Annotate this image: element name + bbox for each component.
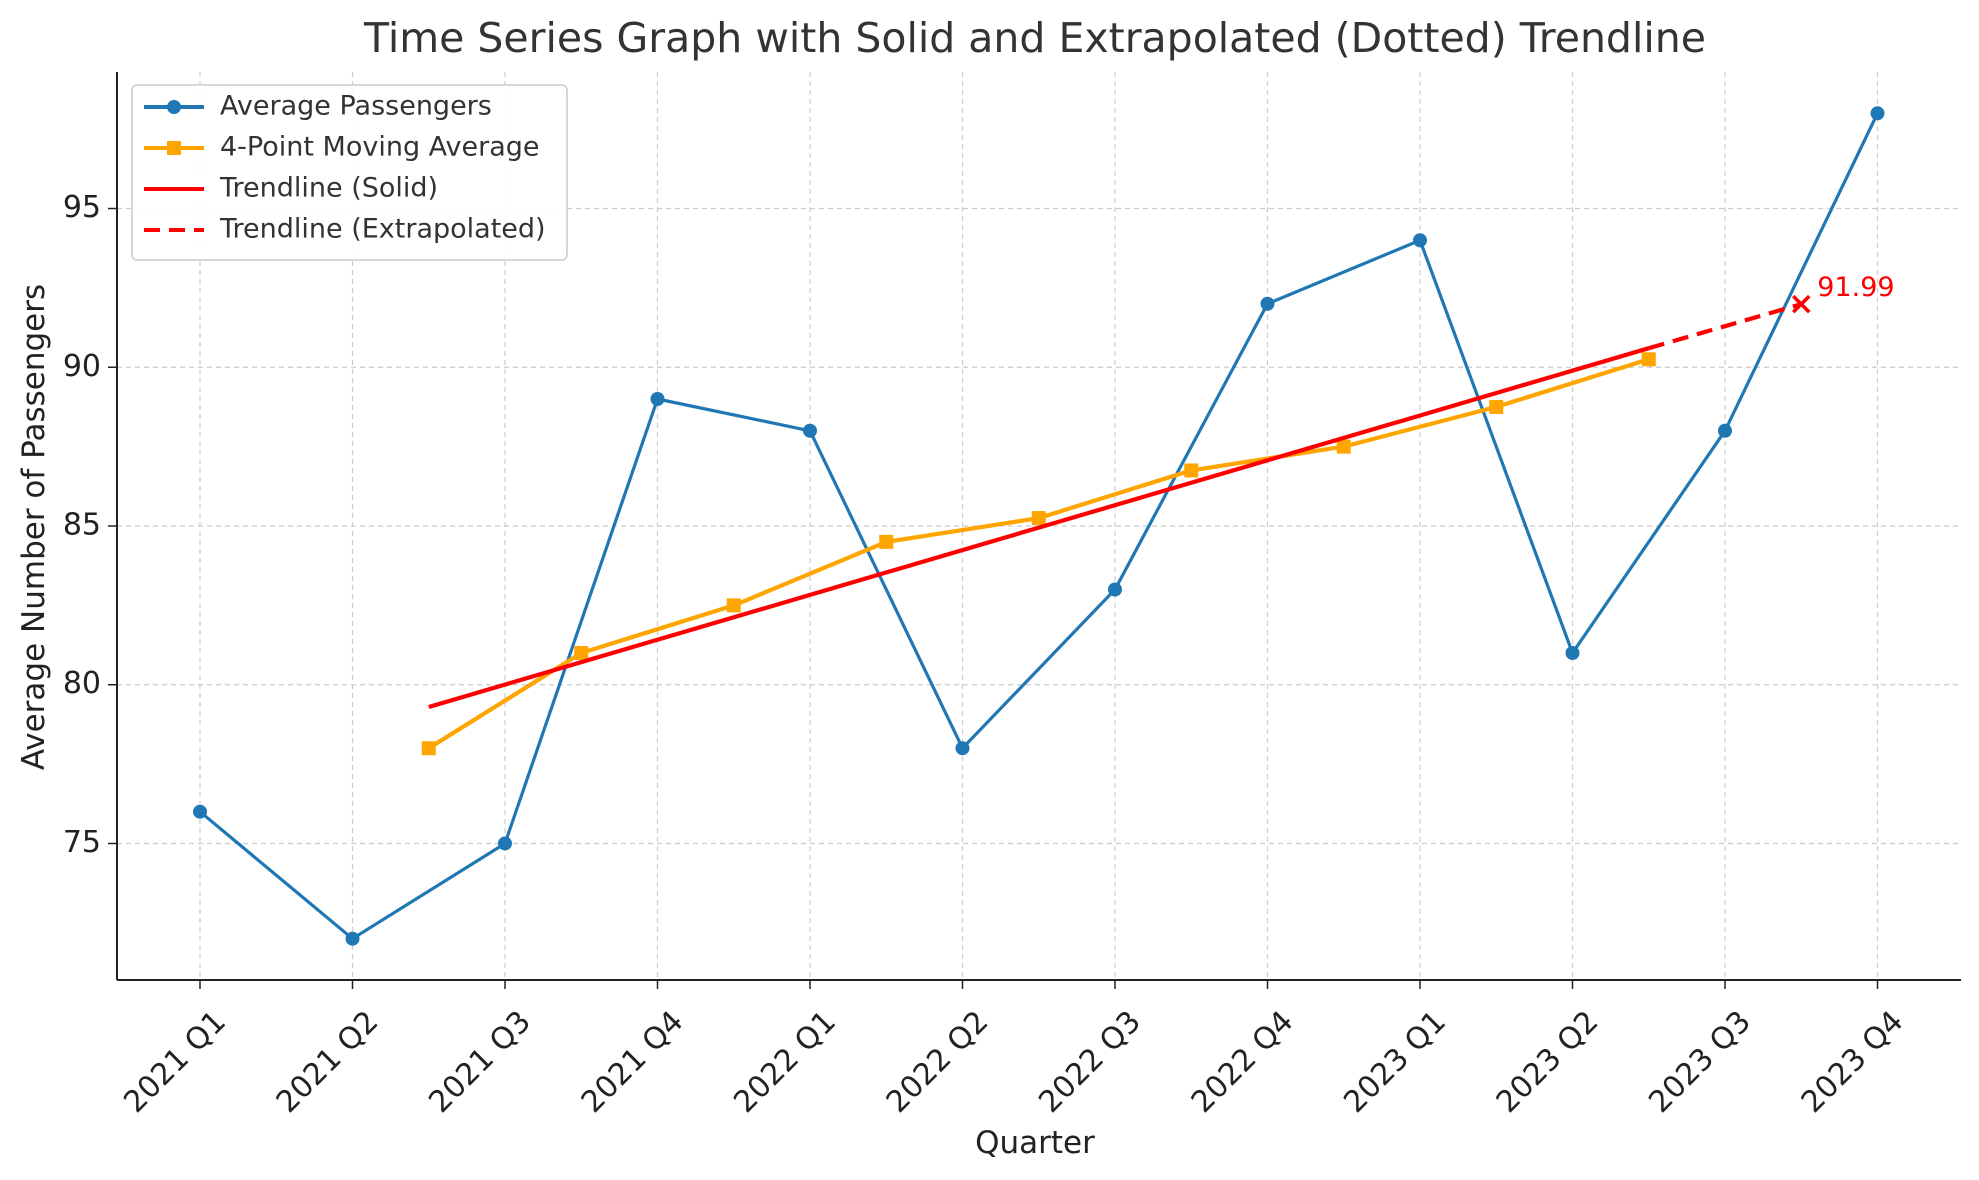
data-point bbox=[1031, 511, 1046, 526]
x-tick-label: 2021 Q2 bbox=[270, 1004, 386, 1120]
series-line bbox=[1648, 302, 1802, 351]
legend: Average Passengers 4-Point Moving Average… bbox=[131, 84, 568, 261]
x-axis-ticks: 2021 Q1 2021 Q2 2021 Q3 2021 Q4 2022 Q1 2022 … bbox=[117, 980, 1910, 1120]
legend-label: Trendline (Solid) bbox=[219, 173, 438, 204]
x-tick-label: 2021 Q3 bbox=[422, 1004, 538, 1120]
legend-marker bbox=[167, 100, 181, 114]
legend-item: 4-Point Moving Average bbox=[144, 132, 540, 163]
x-tick-label: 2021 Q4 bbox=[575, 1004, 691, 1120]
data-point bbox=[1489, 399, 1504, 414]
series-layer bbox=[193, 106, 1885, 946]
data-point bbox=[574, 645, 589, 660]
legend-frame bbox=[131, 84, 568, 261]
x-tick-label: 2023 Q3 bbox=[1642, 1004, 1758, 1120]
x-tick-label: 2022 Q1 bbox=[727, 1004, 843, 1120]
series-3 bbox=[1648, 302, 1802, 351]
annotation-marker bbox=[1792, 294, 1811, 314]
series-1 bbox=[421, 352, 1656, 756]
y-tick-label: 80 bbox=[63, 666, 101, 701]
legend-label: 4-Point Moving Average bbox=[220, 132, 540, 163]
legend-item: Trendline (Solid) bbox=[144, 173, 438, 204]
data-point bbox=[1108, 582, 1122, 597]
chart-title: Time Series Graph with Solid and Extrapo… bbox=[363, 14, 1706, 62]
data-point bbox=[1718, 423, 1732, 438]
legend-label: Trendline (Extrapolated) bbox=[219, 214, 546, 245]
series-line bbox=[428, 346, 1650, 710]
data-point bbox=[498, 836, 512, 851]
y-axis-ticks: 75 80 85 90 95 bbox=[63, 190, 117, 860]
y-tick-label: 85 bbox=[63, 508, 101, 543]
x-marker-stroke bbox=[1792, 294, 1811, 314]
legend-marker bbox=[167, 141, 181, 155]
series-line bbox=[427, 357, 1650, 750]
data-point bbox=[1565, 645, 1580, 660]
x-tick-label: 2022 Q2 bbox=[880, 1004, 996, 1120]
y-tick-label: 90 bbox=[63, 349, 101, 384]
annotation-layer: 91.99 bbox=[1792, 272, 1895, 314]
data-point bbox=[193, 804, 207, 819]
legend-item: Average Passengers bbox=[144, 91, 492, 122]
data-point bbox=[421, 741, 436, 756]
series-2 bbox=[428, 346, 1650, 710]
legend-label: Average Passengers bbox=[220, 91, 492, 122]
x-tick-label: 2023 Q4 bbox=[1795, 1004, 1911, 1120]
legend-item: Trendline (Extrapolated) bbox=[144, 214, 546, 245]
data-point bbox=[650, 392, 665, 407]
data-point bbox=[345, 931, 360, 946]
x-tick-label: 2023 Q2 bbox=[1490, 1004, 1606, 1120]
x-tick-label: 2021 Q1 bbox=[117, 1004, 233, 1120]
data-point bbox=[1260, 296, 1275, 311]
data-point bbox=[1184, 463, 1199, 478]
series-line bbox=[198, 112, 1879, 941]
data-point bbox=[726, 598, 741, 613]
series-0 bbox=[193, 106, 1885, 946]
x-axis-label: Quarter bbox=[975, 1125, 1095, 1161]
data-point bbox=[879, 534, 894, 549]
data-point bbox=[1413, 233, 1427, 248]
annotation-label: 91.99 bbox=[1817, 272, 1894, 303]
data-point bbox=[1870, 106, 1885, 121]
data-point bbox=[803, 423, 817, 438]
data-point bbox=[955, 741, 970, 756]
x-tick-label: 2023 Q1 bbox=[1337, 1004, 1453, 1120]
data-point bbox=[1336, 439, 1351, 454]
y-tick-label: 75 bbox=[63, 825, 101, 860]
x-tick-label: 2022 Q4 bbox=[1185, 1004, 1301, 1120]
y-axis-label: Average Number of Passengers bbox=[16, 284, 52, 770]
data-point bbox=[1641, 352, 1656, 367]
x-tick-label: 2022 Q3 bbox=[1032, 1004, 1148, 1120]
y-tick-label: 95 bbox=[63, 190, 101, 225]
